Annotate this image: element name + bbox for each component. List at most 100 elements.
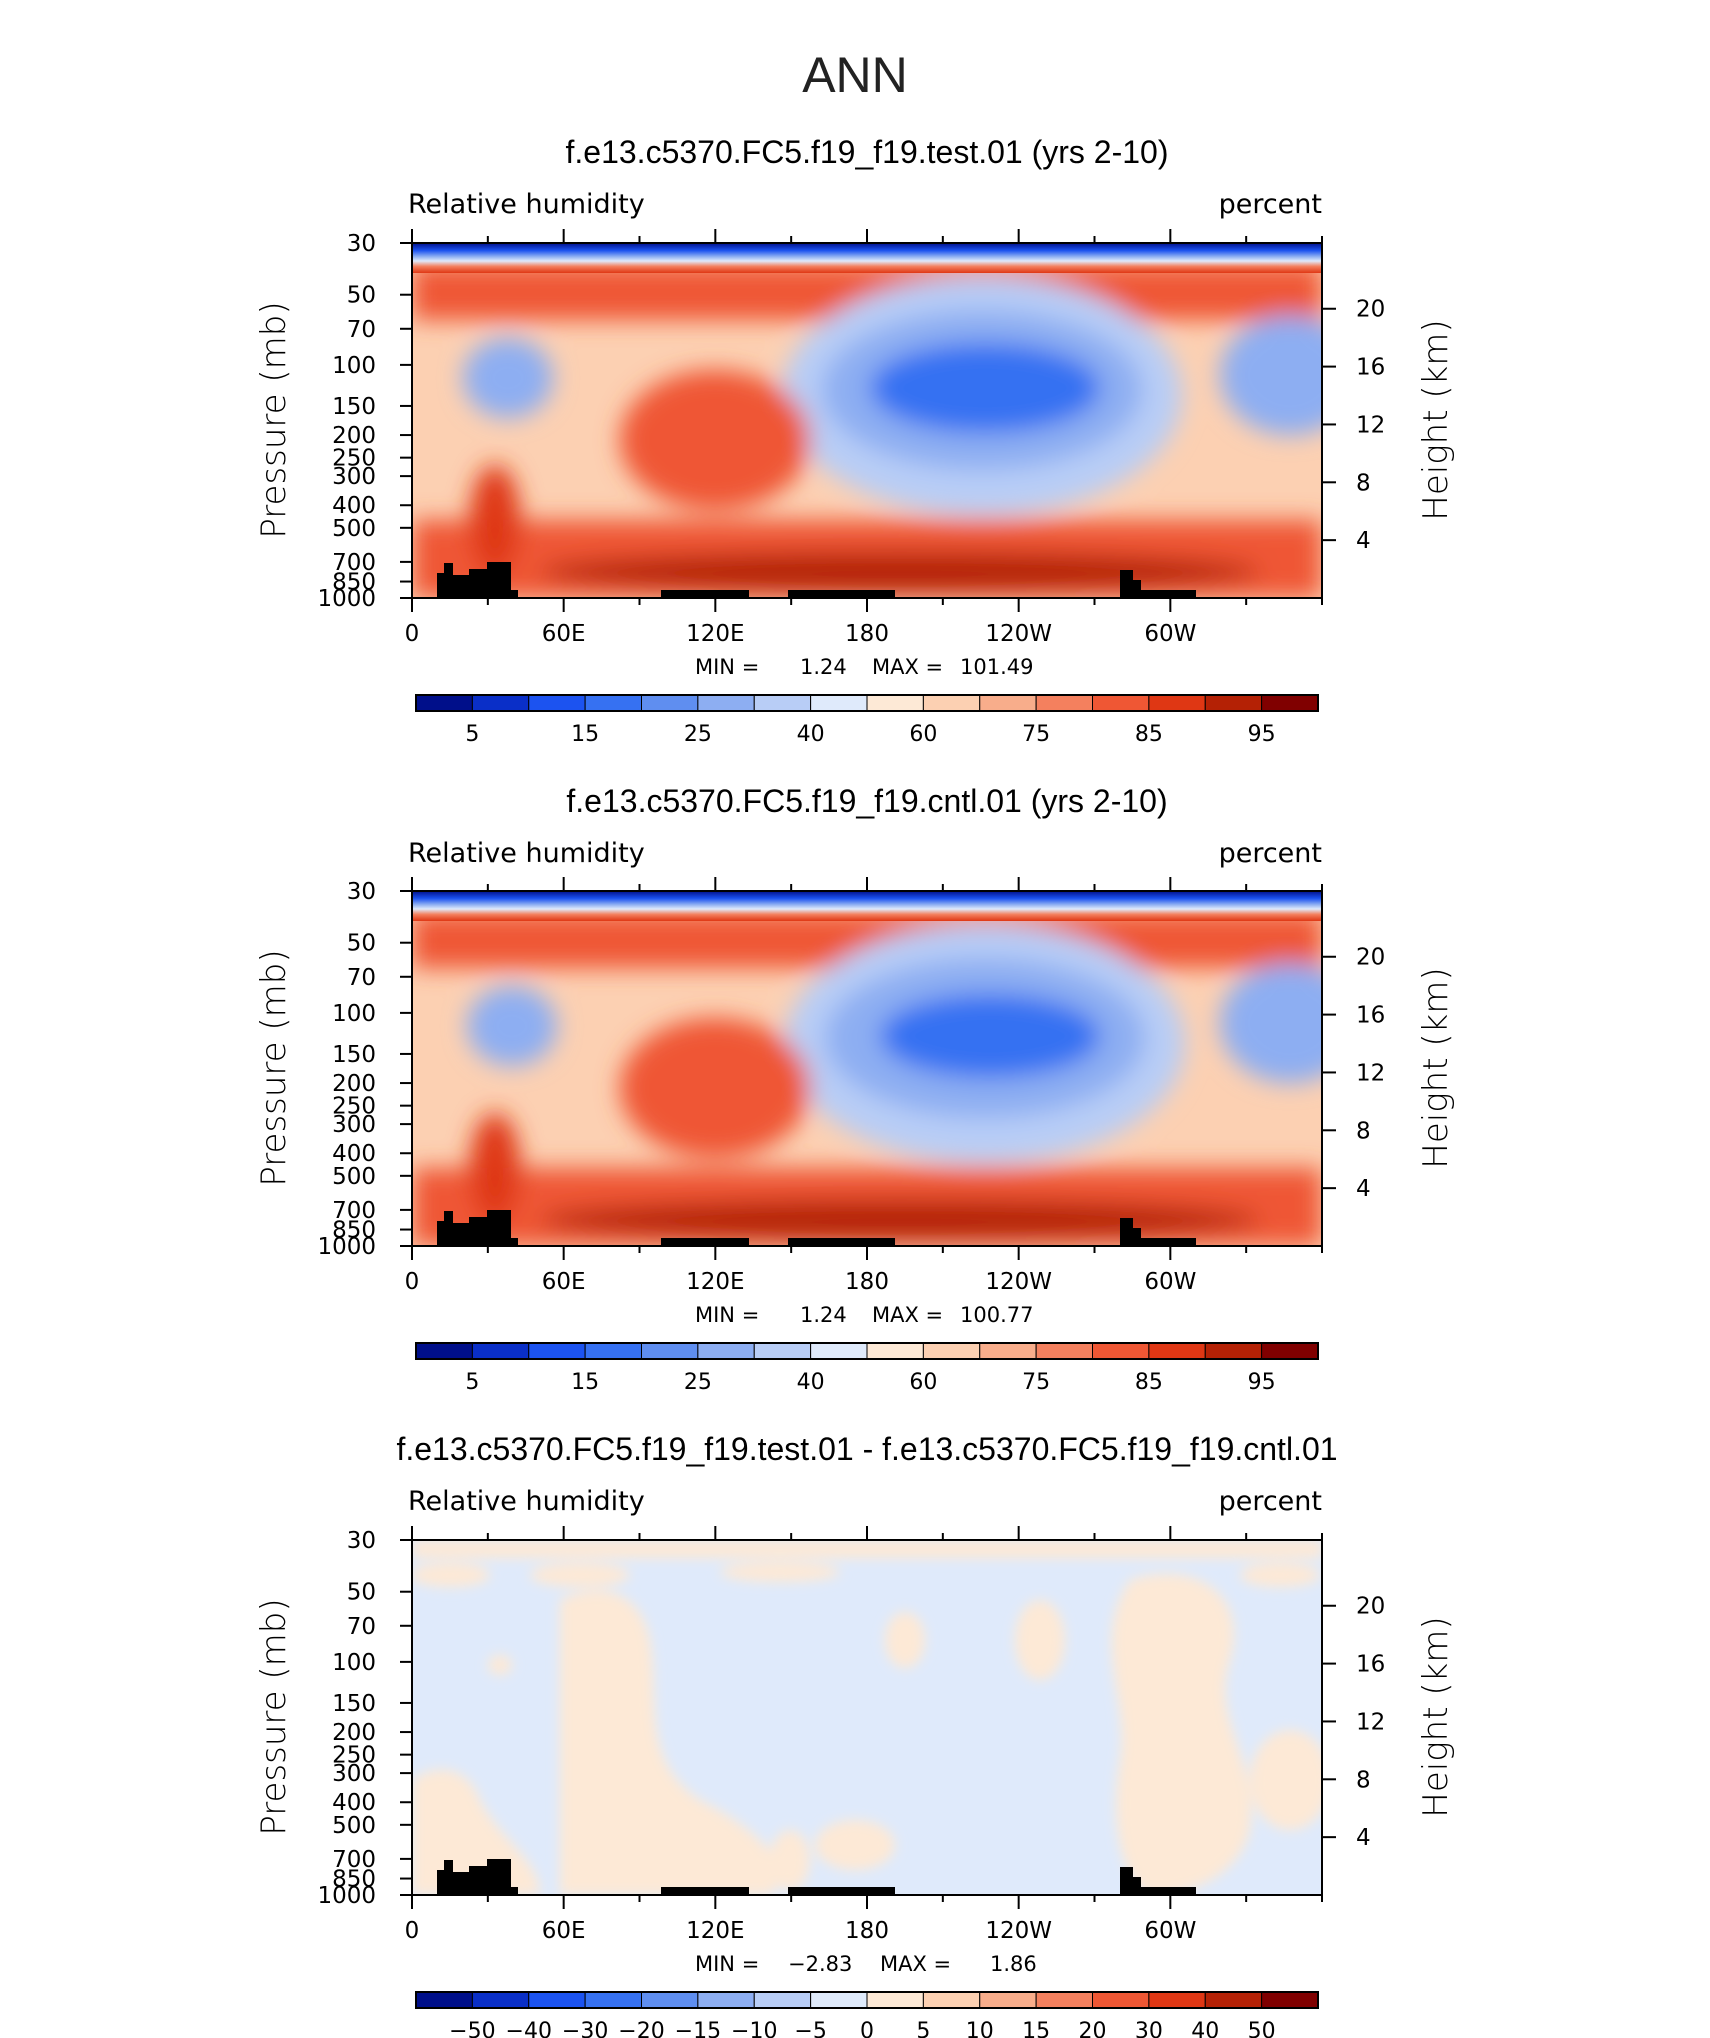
x-tick-label: 180 <box>845 1269 889 1295</box>
x-tick-label: 60W <box>1144 621 1196 647</box>
y-tick-label: 250 <box>332 1094 376 1120</box>
colorbar-segment <box>415 694 473 712</box>
colorbar-segment <box>753 694 812 712</box>
colorbar-label: 5 <box>465 722 479 747</box>
x-tick-label: 120E <box>686 1269 744 1295</box>
panel-2: f.e13.c5370.FC5.f19_f19.cntl.01 (yrs 2-1… <box>254 783 1456 1395</box>
colorbar-segment <box>1204 1991 1263 2009</box>
units-label: percent <box>1219 189 1322 220</box>
colorbar-label: 40 <box>797 722 825 747</box>
plot-area <box>412 891 1322 1246</box>
colorbar-segment <box>1261 694 1319 712</box>
x-tick-label: 180 <box>845 621 889 647</box>
colorbar-label: −40 <box>506 2019 552 2038</box>
x-tick-label: 120W <box>985 1269 1052 1295</box>
colorbar: −50 −40 −30 −20 −15 −10 −5 0 5 10 15 20 30 40 50 <box>415 1991 1319 2038</box>
colorbar-segment <box>979 1342 1037 1360</box>
colorbar-segment <box>1035 694 1093 712</box>
y-tick-label: 400 <box>332 1141 376 1167</box>
max-value: 101.49 <box>960 655 1033 679</box>
min-value: −2.83 <box>788 1952 852 1976</box>
y-tick-label: 700 <box>332 550 376 576</box>
colorbar-segment <box>1204 1342 1263 1360</box>
colorbar-label: −20 <box>618 2019 664 2038</box>
colorbar-frame <box>415 1991 1319 2009</box>
colorbar-segment <box>697 1342 755 1360</box>
max-value: 1.86 <box>990 1952 1037 1976</box>
x-tick-label: 60E <box>542 621 586 647</box>
y-tick-label-right: 16 <box>1356 355 1385 381</box>
x-tick-label: 60E <box>542 1269 586 1295</box>
colorbar-segment <box>1035 1991 1093 2009</box>
y-axis-label: Pressure (mb) <box>254 949 294 1186</box>
panel-title: f.e13.c5370.FC5.f19_f19.test.01 - f.e13.… <box>396 1431 1337 1467</box>
colorbar-segment <box>1035 1342 1093 1360</box>
y-axis-right: 20 16 12 8 4 <box>1322 297 1385 554</box>
y-tick-label: 200 <box>332 423 376 449</box>
y-tick-label: 150 <box>332 1691 376 1717</box>
y-tick-label: 700 <box>332 1198 376 1224</box>
colorbar-segment <box>922 694 981 712</box>
y-tick-label-right: 4 <box>1356 1825 1371 1851</box>
colorbar-label: 85 <box>1135 1370 1163 1395</box>
y-tick-label-right: 20 <box>1356 297 1385 323</box>
colorbar: 5 15 25 40 60 75 85 95 <box>415 694 1319 747</box>
y-axis-label-right: Height (km) <box>1416 319 1456 520</box>
colorbar-segment <box>1148 1991 1206 2009</box>
colorbar-segment <box>979 694 1037 712</box>
colorbar-label: 75 <box>1022 1370 1050 1395</box>
positive-region <box>560 1590 781 1895</box>
colorbar-segment <box>471 1342 530 1360</box>
y-tick-label: 100 <box>332 1650 376 1676</box>
max-label: MAX = <box>872 1303 943 1327</box>
indian-dry <box>463 338 553 418</box>
positive-region <box>815 1820 895 1870</box>
y-axis-label: Pressure (mb) <box>254 1598 294 1835</box>
x-tick-label: 0 <box>405 621 420 647</box>
top-humidity-band <box>412 243 1322 273</box>
x-tick-label: 0 <box>405 1269 420 1295</box>
colorbar-segment <box>753 1342 812 1360</box>
colorbar-label: 5 <box>916 2019 930 2038</box>
surface-moist-core <box>540 552 1260 592</box>
colorbar-segment <box>753 1991 812 2009</box>
y-tick-label: 30 <box>347 231 376 257</box>
colorbar-frame <box>415 694 1319 712</box>
colorbar-label: 75 <box>1022 722 1050 747</box>
y-tick-label: 300 <box>332 1112 376 1138</box>
colorbar-label: 50 <box>1248 2019 1276 2038</box>
colorbar-segment <box>810 1342 868 1360</box>
colorbar-segment <box>1204 694 1263 712</box>
y-tick-label: 500 <box>332 516 376 542</box>
atlantic-dry <box>1220 315 1322 435</box>
x-tick-label: 120W <box>985 621 1052 647</box>
min-value: 1.24 <box>800 655 847 679</box>
x-axis: 0 60E 120E 180 120W 60W <box>405 1526 1323 1944</box>
y-tick-label: 850 <box>332 1867 376 1893</box>
min-label: MIN = <box>695 1952 759 1976</box>
colorbar-label: 40 <box>1191 2019 1219 2038</box>
colorbar-label: 25 <box>684 1370 712 1395</box>
y-axis-right: 20 16 12 8 4 <box>1322 945 1385 1202</box>
colorbar-segment <box>697 1991 755 2009</box>
colorbar-segment <box>1261 1342 1319 1360</box>
colorbar-label: 15 <box>571 1370 599 1395</box>
y-tick-label: 250 <box>332 446 376 472</box>
pacific-dry-core <box>870 343 1100 433</box>
colorbar-segment <box>866 1342 924 1360</box>
colorbar-label: 60 <box>909 722 937 747</box>
colorbar-segment <box>1261 1991 1319 2009</box>
y-tick-label: 300 <box>332 464 376 490</box>
colorbar-label: 40 <box>797 1370 825 1395</box>
y-tick-label: 1000 <box>317 1883 376 1909</box>
colorbar-label: −10 <box>731 2019 777 2038</box>
colorbar-segment <box>415 1991 473 2009</box>
y-tick-label: 1000 <box>317 1234 376 1260</box>
colorbar-segment <box>810 694 868 712</box>
stats-line: MIN = 1.24 MAX = 101.49 <box>695 655 1033 679</box>
land-topography <box>437 1859 1196 1895</box>
land-topography <box>437 562 1196 598</box>
y-tick-label-right: 20 <box>1356 1594 1385 1620</box>
colorbar-label: 20 <box>1079 2019 1107 2038</box>
